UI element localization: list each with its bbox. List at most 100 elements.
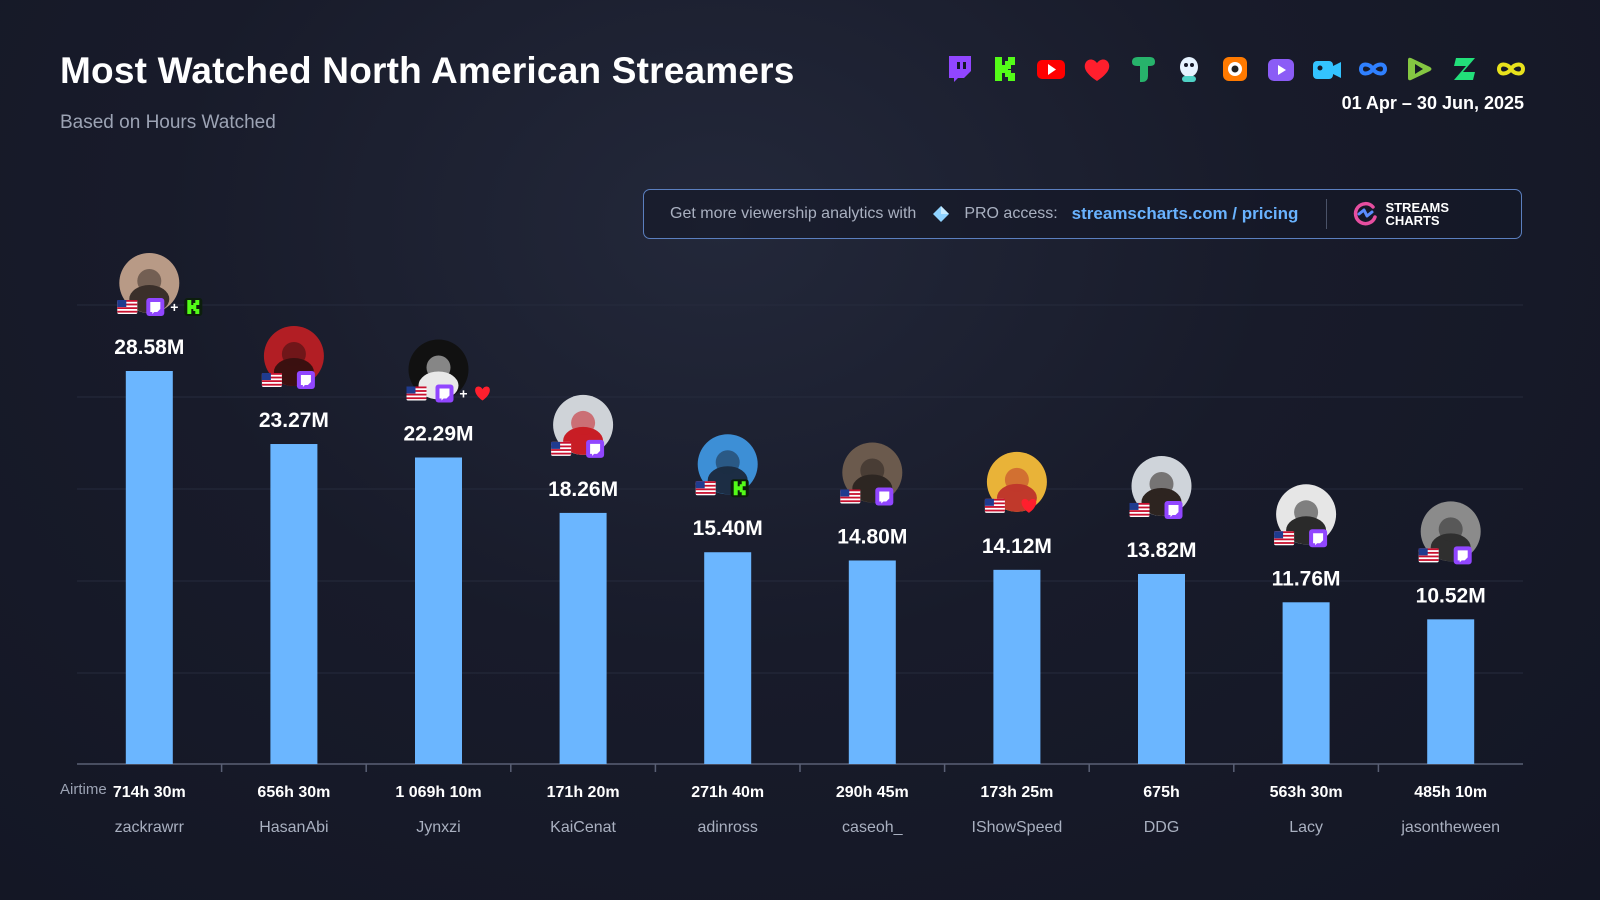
us-flag-icon	[1129, 502, 1150, 517]
bar-group: 14.12M 173h 25m IShowSpeed	[972, 451, 1063, 836]
bar-group: 28.58M +714h 30m zackrawrr	[113, 253, 203, 836]
streamer-name-label[interactable]: DDG	[1144, 819, 1180, 836]
bar[interactable]	[415, 457, 462, 764]
promo-pro-label: PRO access:	[964, 205, 1058, 222]
pricing-link[interactable]: streamscharts.com / pricing	[1071, 204, 1299, 223]
infinity-platform-icon	[1494, 52, 1528, 86]
airtime-label: Airtime	[60, 781, 107, 798]
airtime-value: 656h 30m	[257, 784, 330, 801]
streamer-name-label[interactable]: HasanAbi	[259, 819, 328, 836]
twitch-glyph	[1168, 504, 1179, 517]
bar-group: 11.76M 563h 30m Lacy	[1270, 484, 1343, 836]
page-subtitle: Based on Hours Watched	[60, 112, 276, 133]
youtube-icon	[1034, 52, 1068, 86]
bar[interactable]	[270, 444, 318, 764]
airtime-value: 675h	[1143, 784, 1179, 801]
airtime-value: 271h 40m	[691, 784, 764, 801]
streams-charts-logo-icon	[1354, 201, 1378, 226]
green-platform-icon	[1126, 52, 1160, 86]
value-label: 18.26M	[548, 478, 618, 501]
bar[interactable]	[848, 560, 896, 764]
bar-group: 15.40M 271h 40m adinross	[691, 434, 764, 836]
twitch-glyph	[590, 443, 601, 456]
us-flag-icon	[1418, 548, 1439, 563]
value-label: 10.52M	[1416, 584, 1486, 607]
bar-group: 23.27M 656h 30m HasanAbi	[257, 326, 330, 836]
heart-platform-icon	[1080, 52, 1114, 86]
bar-group: 14.80M 290h 45m caseoh_	[836, 442, 909, 836]
value-label: 14.80M	[837, 525, 907, 548]
airtime-value: 563h 30m	[1270, 784, 1343, 801]
bar[interactable]	[1427, 619, 1475, 764]
plus-sign: +	[459, 385, 467, 401]
bar-group: 10.52M 485h 10m jasontheween	[1400, 501, 1500, 836]
airtime-value: 714h 30m	[113, 784, 186, 801]
rumble-icon	[1402, 52, 1436, 86]
us-flag-icon	[984, 498, 1005, 513]
streamer-name-label[interactable]: IShowSpeed	[972, 819, 1063, 836]
page-title: Most Watched North American Streamers	[60, 50, 795, 91]
streamer-name-label[interactable]: zackrawrr	[115, 819, 185, 836]
value-label: 11.76M	[1272, 567, 1341, 590]
twitch-glyph	[1457, 550, 1468, 563]
bar-group: 13.82M 675h DDG	[1126, 455, 1197, 836]
twitch-icon	[942, 52, 976, 86]
us-flag-icon	[261, 373, 282, 388]
brand-line-2: CHARTS	[1385, 213, 1440, 228]
promo-text: Get more viewership analytics with	[670, 205, 917, 222]
airtime-value: 173h 25m	[980, 784, 1053, 801]
us-flag-icon	[551, 441, 572, 456]
value-label: 23.27M	[259, 409, 329, 432]
avatar[interactable]	[986, 451, 1047, 512]
platform-icon-row	[942, 52, 1528, 86]
streams-charts-logo: STREAMS CHARTS	[1351, 200, 1449, 228]
promo-banner[interactable]: Get more viewership analytics with PRO a…	[643, 189, 1522, 239]
loop-platform-icon	[1356, 52, 1390, 86]
streamer-name-label[interactable]: Jynxzi	[416, 819, 460, 836]
us-flag-icon	[1274, 531, 1295, 546]
heart-badge-icon	[475, 386, 490, 401]
heart-badge-icon	[1021, 498, 1037, 513]
streamer-name-label[interactable]: caseoh_	[842, 819, 904, 836]
bar-group: 18.26M 171h 20m KaiCenat	[547, 394, 620, 836]
zeta-platform-icon	[1448, 52, 1482, 86]
us-flag-icon	[695, 481, 716, 496]
orange-platform-icon	[1218, 52, 1252, 86]
streamer-name-label[interactable]: adinross	[697, 819, 757, 836]
value-label: 28.58M	[114, 336, 184, 359]
bar[interactable]	[704, 552, 752, 764]
kick-glyph	[733, 481, 746, 496]
twitch-glyph	[150, 302, 161, 314]
streamer-name-label[interactable]: KaiCenat	[550, 819, 616, 836]
streamer-name-label[interactable]: jasontheween	[1400, 819, 1500, 836]
airtime-value: 1 069h 10m	[395, 784, 481, 801]
value-label: 22.29M	[403, 422, 473, 445]
airtime-value: 171h 20m	[547, 784, 620, 801]
bar[interactable]	[559, 512, 607, 764]
bar[interactable]	[1282, 602, 1330, 764]
avatar[interactable]	[119, 253, 180, 313]
airtime-value: 485h 10m	[1414, 784, 1487, 801]
plus-sign: +	[170, 299, 178, 315]
brand-line-1: STREAMS	[1385, 200, 1449, 215]
purple-platform-icon	[1264, 52, 1298, 86]
mascot-platform-icon	[1172, 52, 1206, 86]
promo-divider	[1326, 199, 1328, 229]
twitch-glyph	[1313, 533, 1324, 546]
twitch-glyph	[439, 388, 450, 401]
us-flag-icon	[117, 300, 138, 314]
airtime-value: 290h 45m	[836, 784, 909, 801]
bar-group: 22.29M +1 069h 10m Jynxzi	[395, 339, 490, 836]
us-flag-icon	[406, 386, 427, 401]
bar[interactable]	[1138, 573, 1185, 764]
value-label: 13.82M	[1126, 539, 1196, 562]
value-label: 15.40M	[693, 517, 763, 540]
twitch-glyph	[879, 491, 890, 504]
streamer-name-label[interactable]: Lacy	[1289, 819, 1323, 836]
bar[interactable]	[993, 569, 1041, 764]
value-label: 14.12M	[982, 535, 1052, 558]
diamond-icon	[932, 205, 950, 223]
bar[interactable]	[125, 371, 173, 764]
